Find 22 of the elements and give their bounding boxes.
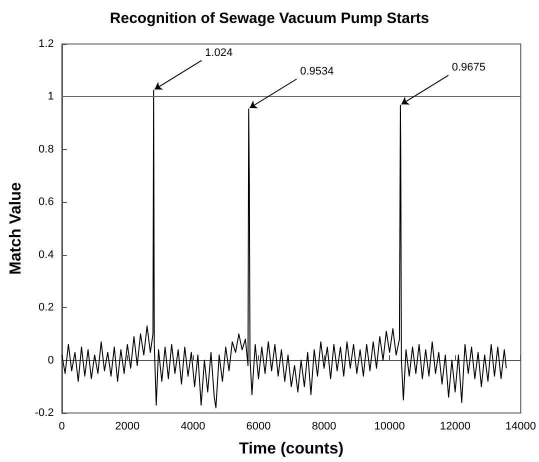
x-tick-label: 6000 [246, 420, 271, 432]
x-tick-label: 4000 [180, 420, 206, 432]
annotation: 0.9675 [452, 62, 486, 74]
x-tick-label: 2000 [115, 420, 140, 432]
y-tick-label: 0.2 [38, 302, 54, 314]
x-tick-label: 0 [58, 420, 65, 432]
annotation: 1.024 [205, 46, 233, 59]
y-tick-label: 0 [48, 354, 54, 366]
y-tick-label: 0.8 [38, 143, 54, 156]
x-axis-title: Time (counts) [238, 440, 344, 458]
annotation: 0.9534 [300, 65, 334, 78]
y-axis-title: Match Value [8, 182, 24, 275]
x-tick-label: 14000 [505, 420, 536, 432]
x-tick-label: 12000 [440, 420, 470, 432]
y-tick-label: 1 [48, 90, 54, 103]
y-tick-label: -0.2 [34, 407, 54, 419]
x-tick-label: 10000 [374, 420, 405, 432]
y-tick-label: 0.6 [38, 196, 54, 208]
x-tick-label: 8000 [312, 420, 336, 432]
y-tick-label: 0.4 [38, 248, 54, 261]
chart-title: Recognition of Sewage Vacuum Pump Starts [110, 10, 430, 27]
y-tick-label: 1.2 [38, 38, 54, 50]
